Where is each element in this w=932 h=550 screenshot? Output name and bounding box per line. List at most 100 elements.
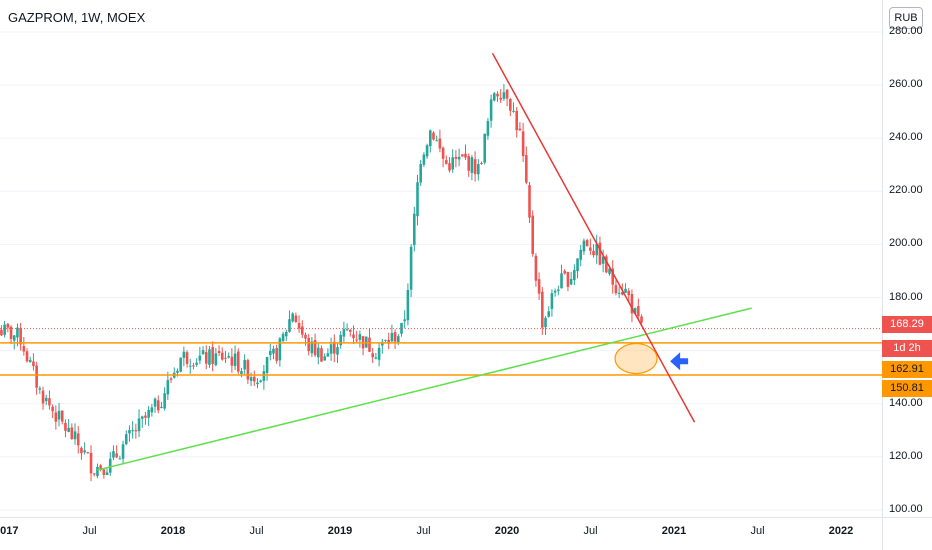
candle-down [115, 453, 118, 458]
price-tick-label: 240.00 [889, 131, 923, 144]
candle-down [467, 156, 471, 171]
candle-up [259, 380, 262, 382]
candle-up [601, 256, 605, 264]
candle-up [336, 347, 339, 355]
candle-down [313, 340, 317, 356]
candle-down [92, 473, 96, 475]
candle-up [179, 357, 182, 372]
candle-down [387, 339, 390, 344]
level-tag-lower: 150.81 [882, 380, 932, 397]
time-axis-separator [0, 517, 932, 518]
time-tick-label: Jul [750, 525, 765, 537]
candle-up [124, 434, 128, 445]
currency-button[interactable]: RUB [889, 7, 923, 29]
candle-down [134, 430, 138, 432]
candle-down [352, 334, 355, 339]
candle-up [502, 92, 506, 99]
candle-down [211, 347, 214, 364]
candle-up [406, 289, 410, 321]
candle-up [67, 427, 70, 433]
candle-up [73, 431, 77, 440]
last-price-tag: 168.29 [882, 316, 932, 333]
candle-down [611, 268, 615, 285]
candle-up [451, 157, 455, 170]
candle-down [441, 147, 445, 159]
time-tick-label: 2021 [661, 525, 687, 537]
candle-down [70, 427, 74, 440]
candle-down [89, 452, 93, 474]
candle-up [429, 130, 432, 147]
candle-up [403, 319, 406, 322]
candle-down [438, 138, 442, 149]
candle-down [445, 160, 448, 164]
candle-down [0, 329, 3, 336]
candle-up [547, 311, 551, 317]
candle-up [560, 273, 563, 289]
candle-up [198, 355, 202, 361]
resistance-trendline [491, 52, 696, 423]
candle-down [48, 398, 51, 406]
candle-down [630, 294, 634, 314]
candle-up [617, 292, 621, 294]
candle-up [121, 444, 125, 459]
candle-up [160, 406, 163, 408]
candle-down [432, 132, 435, 140]
candle-up [326, 353, 330, 357]
candle-up [339, 334, 342, 346]
candle-down [275, 348, 278, 361]
candle-down [156, 400, 160, 411]
candle-up [422, 154, 426, 165]
candle-down [640, 316, 643, 323]
candle-up [147, 409, 150, 418]
candle-down [525, 155, 528, 183]
candle-up [409, 246, 413, 290]
candle-up [108, 458, 112, 473]
highlight-ellipse [614, 342, 658, 375]
candle-down [515, 110, 519, 131]
candle-up [329, 344, 333, 354]
candle-up [262, 371, 266, 381]
candle-up [150, 407, 154, 413]
candle-down [236, 351, 240, 372]
candle-up [233, 353, 237, 366]
candle-down [473, 159, 477, 175]
candle-down [541, 291, 544, 328]
candle-up [624, 288, 627, 293]
candle-down [204, 352, 208, 364]
candle-down [169, 378, 173, 380]
candle-down [25, 351, 29, 362]
candle-down [51, 406, 54, 412]
candle-down [563, 270, 567, 274]
candle-up [96, 466, 99, 477]
candle-down [41, 390, 45, 404]
candle-up [557, 289, 560, 291]
candle-up [553, 290, 557, 293]
candle-down [461, 154, 464, 157]
candle-down [537, 279, 541, 294]
candle-down [627, 290, 631, 296]
candle-up [576, 258, 579, 272]
candle-up [425, 145, 429, 157]
candle-up [579, 250, 583, 260]
candle-down [9, 326, 13, 339]
price-tick-label: 260.00 [889, 78, 923, 91]
countdown-value: 1d 2h [893, 342, 921, 354]
candle-up [268, 350, 272, 356]
candle-down [217, 350, 221, 353]
candle-up [278, 338, 282, 361]
candle-up [380, 341, 384, 346]
candle-up [16, 327, 19, 338]
candle-down [464, 153, 467, 158]
candle-up [486, 120, 490, 136]
time-tick-label: Jul [82, 525, 97, 537]
candle-down [480, 162, 483, 164]
candle-down [448, 163, 451, 171]
candle-down [294, 315, 298, 323]
price-tick-label: 140.00 [889, 396, 923, 409]
candle-up [470, 157, 474, 173]
candle-up [573, 270, 576, 281]
candle-down [499, 97, 503, 100]
candle-down [509, 98, 512, 111]
